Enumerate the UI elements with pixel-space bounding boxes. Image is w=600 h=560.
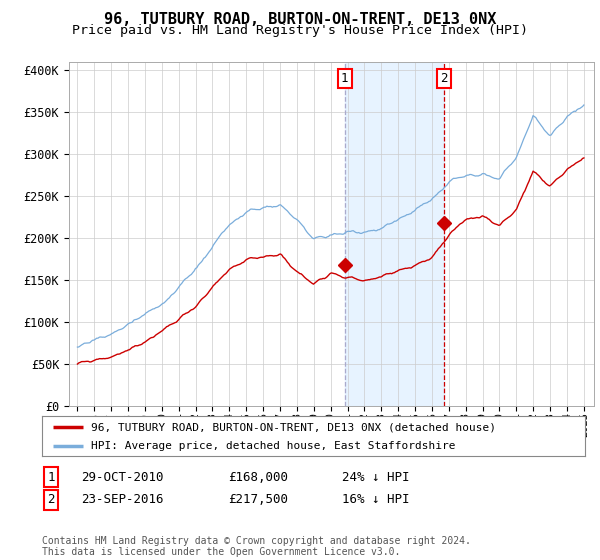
Text: 1: 1: [341, 72, 349, 85]
Text: £217,500: £217,500: [228, 493, 288, 506]
Text: 96, TUTBURY ROAD, BURTON-ON-TRENT, DE13 0NX: 96, TUTBURY ROAD, BURTON-ON-TRENT, DE13 …: [104, 12, 496, 27]
Text: Price paid vs. HM Land Registry's House Price Index (HPI): Price paid vs. HM Land Registry's House …: [72, 24, 528, 36]
Bar: [344, 62, 444, 406]
Text: 24% ↓ HPI: 24% ↓ HPI: [342, 470, 409, 484]
Text: 96, TUTBURY ROAD, BURTON-ON-TRENT, DE13 0NX (detached house): 96, TUTBURY ROAD, BURTON-ON-TRENT, DE13 …: [91, 422, 496, 432]
Text: 2: 2: [440, 72, 448, 85]
Text: 23-SEP-2016: 23-SEP-2016: [81, 493, 163, 506]
Text: 2: 2: [47, 493, 55, 506]
Text: 16% ↓ HPI: 16% ↓ HPI: [342, 493, 409, 506]
Text: 29-OCT-2010: 29-OCT-2010: [81, 470, 163, 484]
Text: £168,000: £168,000: [228, 470, 288, 484]
Text: Contains HM Land Registry data © Crown copyright and database right 2024.
This d: Contains HM Land Registry data © Crown c…: [42, 535, 471, 557]
Text: 1: 1: [47, 470, 55, 484]
Text: HPI: Average price, detached house, East Staffordshire: HPI: Average price, detached house, East…: [91, 441, 455, 451]
